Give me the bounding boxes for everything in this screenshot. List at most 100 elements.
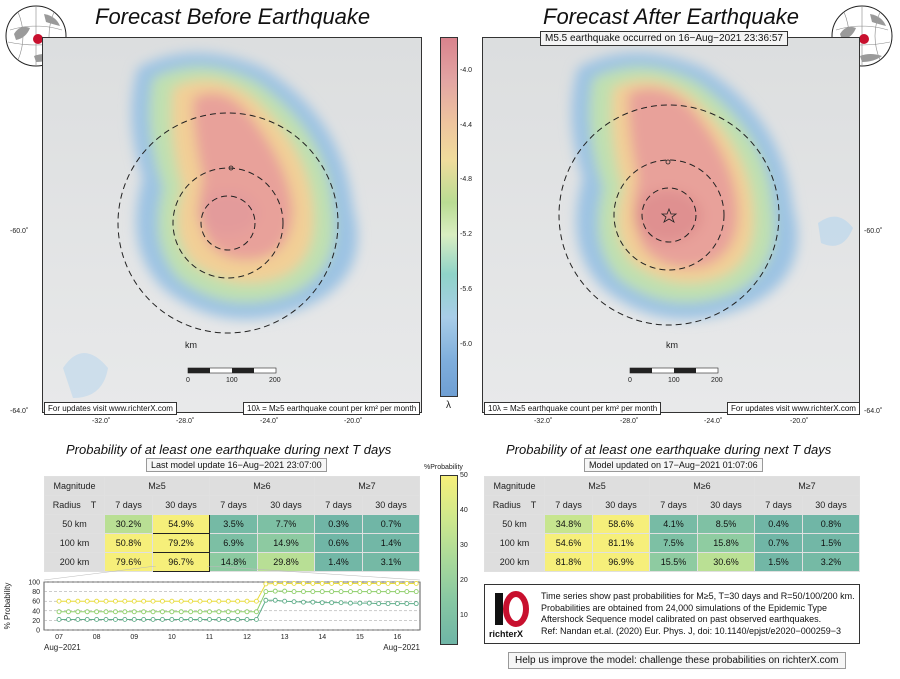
- right-header-m7: M≥7: [753, 476, 861, 496]
- probability-cell: 96.9%: [592, 552, 650, 572]
- x-end-label: Aug−2021: [383, 643, 420, 652]
- table-row: 200 km 81.8% 96.9% 15.5% 30.6% 1.5% 3.2%: [484, 552, 860, 572]
- probability-cell: 1.4%: [313, 552, 364, 572]
- right-panel-title: Forecast After Earthquake: [543, 4, 799, 29]
- right-lambda-note: 10λ = M≥5 earthquake count per km² per m…: [484, 402, 662, 415]
- data-point: [366, 589, 372, 595]
- data-point: [244, 616, 250, 622]
- probability-cell: 15.8%: [697, 533, 755, 553]
- earthquake-note: M5.5 earthquake occurred on 16−Aug−2021 …: [540, 31, 788, 46]
- data-point: [366, 600, 372, 606]
- time-series-chart: 100 80 60 40 20 0 07 08 09 10 11 12 13 14 15 16 Aug−2021…: [0, 565, 430, 674]
- data-point: [338, 589, 344, 595]
- probability-cell: 4.1%: [648, 514, 699, 534]
- data-point: [122, 616, 128, 622]
- info-line-4: Ref: Nandan et.al. (2020) Eur. Phys. J, …: [541, 625, 842, 636]
- radius-cell: 50 km: [484, 514, 545, 534]
- right-lon-label-28: -28.0˚: [620, 418, 639, 425]
- data-point: [65, 616, 71, 622]
- right-sub-title: Probability of at least one earthquake d…: [506, 442, 832, 457]
- left-header-t: T: [90, 500, 97, 510]
- probability-cell: 79.2%: [152, 533, 210, 553]
- probability-cell: 7.7%: [257, 514, 315, 534]
- y-tick-label: 80: [32, 589, 40, 596]
- data-point: [84, 616, 90, 622]
- data-point: [404, 601, 410, 607]
- data-point: [235, 598, 241, 604]
- data-point: [413, 589, 419, 595]
- x-tick-label: 12: [243, 634, 251, 641]
- data-point: [159, 598, 165, 604]
- data-point: [103, 609, 109, 615]
- probability-cell: 1.5%: [802, 533, 860, 553]
- data-point: [150, 616, 156, 622]
- data-point: [159, 616, 165, 622]
- probability-cell: 6.9%: [208, 533, 259, 553]
- data-point: [282, 598, 288, 604]
- left-header-magnitude: Magnitude: [44, 476, 105, 496]
- right-header-period-0: 7 days: [543, 495, 594, 515]
- right-header-period-5: 30 days: [802, 495, 860, 515]
- epicenter-star-icon: [660, 207, 678, 223]
- data-point: [404, 580, 410, 586]
- help-link[interactable]: Help us improve the model: challenge the…: [508, 652, 846, 669]
- data-point: [56, 609, 62, 615]
- lambda-tick-4.0: -4.0: [460, 67, 473, 74]
- data-point: [253, 598, 259, 604]
- x-tick-label: 10: [168, 634, 176, 641]
- data-point: [300, 580, 306, 586]
- left-header-m7: M≥7: [313, 476, 421, 496]
- data-point: [310, 599, 316, 605]
- data-point: [263, 589, 269, 595]
- x-start-label: Aug−2021: [44, 643, 81, 652]
- probability-cell: 81.1%: [592, 533, 650, 553]
- right-scale-tick-100: 100: [668, 377, 680, 384]
- right-header-magnitude: Magnitude: [484, 476, 545, 496]
- left-header-period-4: 7 days: [313, 495, 364, 515]
- radius-cell: 200 km: [44, 552, 105, 572]
- lambda-tick-4.4: -4.4: [460, 122, 473, 129]
- left-header-period-0: 7 days: [103, 495, 154, 515]
- x-tick-label: 11: [206, 634, 213, 641]
- data-point: [112, 609, 118, 615]
- data-point: [206, 598, 212, 604]
- data-point: [178, 598, 184, 604]
- right-lon-label-24: -24.0˚: [704, 418, 723, 425]
- data-point: [75, 616, 81, 622]
- connector-right: [206, 565, 421, 581]
- lambda-tick-5.6: -5.6: [460, 286, 473, 293]
- data-point: [122, 598, 128, 604]
- probability-cell: 0.6%: [313, 533, 364, 553]
- left-lambda-note: 10λ = M≥5 earthquake count per km² per m…: [243, 402, 421, 415]
- data-point: [225, 616, 231, 622]
- data-point: [150, 598, 156, 604]
- data-point: [291, 599, 297, 605]
- data-point: [338, 580, 344, 586]
- right-scale-tick-200: 200: [711, 377, 723, 384]
- right-lon-label-20: -20.0˚: [790, 418, 809, 425]
- data-point: [376, 601, 382, 607]
- probability-cell: 14.9%: [257, 533, 315, 553]
- info-box: richterX Time series show past probabili…: [484, 584, 860, 644]
- left-header-period-1: 30 days: [152, 495, 210, 515]
- lambda-tick-4.8: -4.8: [460, 176, 473, 183]
- left-panel-title: Forecast Before Earthquake: [95, 4, 371, 29]
- data-point: [150, 609, 156, 615]
- data-point: [291, 589, 297, 595]
- left-lon-label-28: -28.0˚: [176, 418, 195, 425]
- table-row: 50 km 34.8% 58.6% 4.1% 8.5% 0.4% 0.8%: [484, 514, 860, 534]
- data-point: [282, 588, 288, 594]
- data-point: [206, 616, 212, 622]
- data-point: [216, 616, 222, 622]
- data-point: [357, 589, 363, 595]
- probability-cell: 30.6%: [697, 552, 755, 572]
- prob-tick-10: 10: [460, 612, 468, 619]
- probability-cell: 34.8%: [543, 514, 594, 534]
- left-scale-tick-200: 200: [269, 377, 281, 384]
- left-header-period-2: 7 days: [208, 495, 259, 515]
- data-point: [253, 616, 259, 622]
- lambda-symbol: λ: [446, 400, 451, 411]
- right-header-radius-t: Radius T: [484, 495, 545, 515]
- data-point: [84, 609, 90, 615]
- left-header-radius-t: Radius T: [44, 495, 105, 515]
